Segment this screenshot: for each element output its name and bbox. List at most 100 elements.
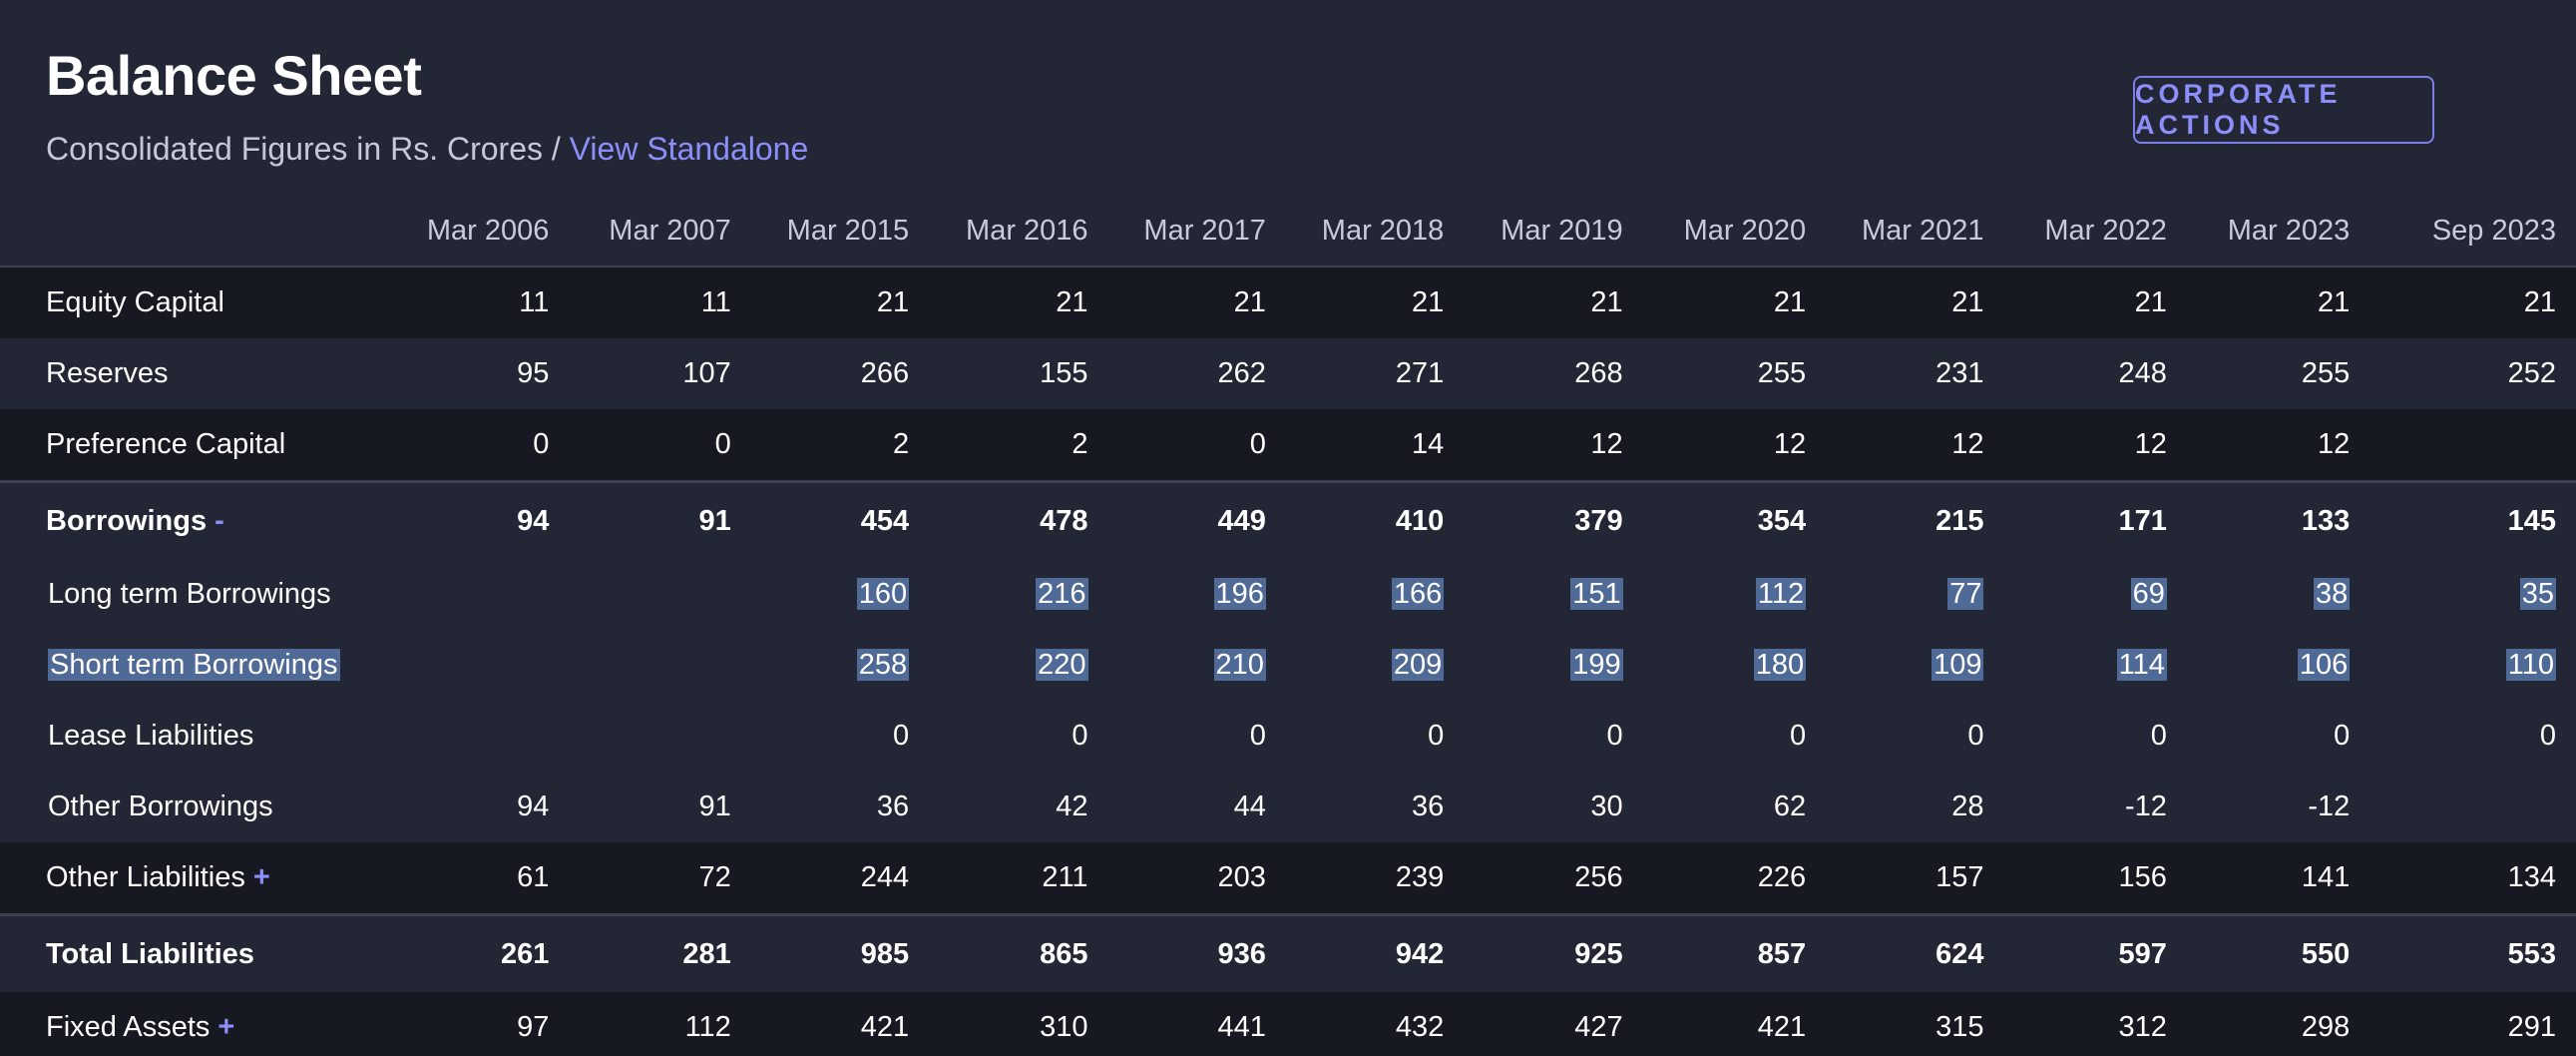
table-cell: 449	[1107, 480, 1286, 559]
table-row-total-liabilities: Total Liabilities 261 281 985 865 936 94…	[0, 913, 2576, 992]
table-cell: 62	[1642, 772, 1827, 842]
table-cell: 239	[1285, 842, 1465, 915]
table-cell: 155	[929, 338, 1108, 409]
table-cell: 38	[2186, 559, 2370, 630]
selected-text: 69	[2130, 578, 2167, 610]
expand-toggle-button[interactable]: +	[252, 861, 270, 893]
table-cell	[388, 701, 570, 772]
collapse-toggle-button[interactable]: -	[215, 504, 224, 537]
column-header-label	[0, 196, 388, 267]
table-row-lease-liabilities: Lease Liabilities 0 0 0 0 0 0 0 0 0 0	[0, 701, 2576, 772]
table-cell: 553	[2369, 913, 2576, 992]
table-cell: 256	[1464, 842, 1643, 915]
table-cell: 203	[1107, 842, 1286, 915]
column-header: Mar 2018	[1285, 196, 1465, 267]
table-cell: 30	[1464, 772, 1643, 842]
table-cell: 11	[569, 266, 751, 338]
table-cell	[569, 701, 751, 772]
table-cell: 857	[1642, 913, 1827, 992]
table-cell: 315	[1826, 992, 2004, 1056]
table-cell: 12	[1642, 409, 1827, 482]
table-cell: 141	[2186, 842, 2370, 915]
corporate-actions-button[interactable]: CORPORATE ACTIONS	[2133, 76, 2434, 144]
table-cell: 379	[1464, 480, 1643, 559]
section-header: Balance Sheet Consolidated Figures in Rs…	[46, 40, 808, 170]
table-cell: 0	[1464, 701, 1643, 772]
table-cell: 624	[1826, 913, 2004, 992]
table-cell: 0	[929, 701, 1108, 772]
table-cell: 271	[1285, 338, 1465, 409]
table-cell: 0	[1285, 701, 1465, 772]
table-row-short-term-borrowings: Short term Borrowings 258 220 210 209 19…	[0, 630, 2576, 701]
table-cell: 266	[750, 338, 930, 409]
table-row-borrowings[interactable]: Borrowings - 94 91 454 478 449 410 379 35…	[0, 480, 2576, 559]
table-cell: 985	[750, 913, 930, 992]
table-cell	[569, 630, 751, 701]
table-cell: 42	[929, 772, 1108, 842]
row-label: Lease Liabilities	[0, 701, 388, 772]
column-header: Mar 2021	[1826, 196, 2004, 267]
table-row-fixed-assets[interactable]: Fixed Assets + 97 112 421 310 441 432 427…	[0, 992, 2576, 1056]
selected-text: 220	[1036, 649, 1088, 681]
column-header: Mar 2006	[388, 196, 570, 267]
table-cell: 252	[2369, 338, 2576, 409]
table-cell	[2369, 409, 2576, 482]
table-cell: 110	[2369, 630, 2576, 701]
row-label: Short term Borrowings	[48, 649, 340, 681]
table-cell: 942	[1285, 913, 1465, 992]
table-cell: 21	[1464, 266, 1643, 338]
table-cell: 0	[388, 409, 570, 482]
table-cell: 12	[2003, 409, 2187, 482]
table-row-reserves: Reserves 95 107 266 155 262 271 268 255 …	[0, 338, 2576, 409]
table-row-other-liabilities[interactable]: Other Liabilities + 61 72 244 211 203 239…	[0, 842, 2576, 915]
table-cell: 0	[2003, 701, 2187, 772]
table-cell: 310	[929, 992, 1108, 1056]
table-cell: 36	[1285, 772, 1465, 842]
table-cell: 231	[1826, 338, 2004, 409]
table-cell: 281	[569, 913, 751, 992]
table-cell: 244	[750, 842, 930, 915]
table-cell: 61	[388, 842, 570, 915]
table-cell: 35	[2369, 559, 2576, 630]
row-label-other-liabilities: Other Liabilities +	[0, 842, 388, 915]
row-label: Borrowings	[46, 504, 208, 537]
selected-text: 77	[1947, 578, 1984, 610]
table-cell: 421	[750, 992, 930, 1056]
table-cell: 12	[2186, 409, 2370, 482]
table-cell: 454	[750, 480, 930, 559]
table-cell: 72	[569, 842, 751, 915]
table-cell: 0	[1107, 409, 1286, 482]
table-cell: 94	[388, 772, 570, 842]
table-cell: 114	[2003, 630, 2187, 701]
table-cell: 36	[750, 772, 930, 842]
table-cell: 432	[1285, 992, 1465, 1056]
table-cell: 156	[2003, 842, 2187, 915]
column-header: Mar 2017	[1107, 196, 1286, 267]
table-cell: 166	[1285, 559, 1465, 630]
table-cell: 160	[750, 559, 930, 630]
table-cell: 597	[2003, 913, 2187, 992]
table-cell: 21	[1107, 266, 1286, 338]
table-cell: 209	[1285, 630, 1465, 701]
table-cell: 151	[1464, 559, 1643, 630]
view-standalone-link[interactable]: View Standalone	[569, 131, 809, 167]
table-cell: 77	[1826, 559, 2004, 630]
table-cell: 0	[1642, 701, 1827, 772]
page-title: Balance Sheet	[46, 44, 422, 107]
table-cell: 133	[2186, 480, 2370, 559]
table-cell: 69	[2003, 559, 2187, 630]
table-cell: 21	[929, 266, 1108, 338]
selected-text: 180	[1753, 649, 1807, 681]
table-cell: 14	[1285, 409, 1465, 482]
table-cell: 91	[569, 772, 751, 842]
expand-toggle-button[interactable]: +	[217, 1011, 235, 1043]
table-cell: 180	[1642, 630, 1827, 701]
table-cell: 21	[1285, 266, 1465, 338]
table-cell	[569, 559, 751, 630]
selected-text: 106	[2297, 649, 2351, 681]
table-cell: 262	[1107, 338, 1286, 409]
table-cell: 0	[2369, 701, 2576, 772]
table-cell: 211	[929, 842, 1108, 915]
column-header: Mar 2015	[750, 196, 930, 267]
selected-text: 160	[856, 578, 910, 610]
